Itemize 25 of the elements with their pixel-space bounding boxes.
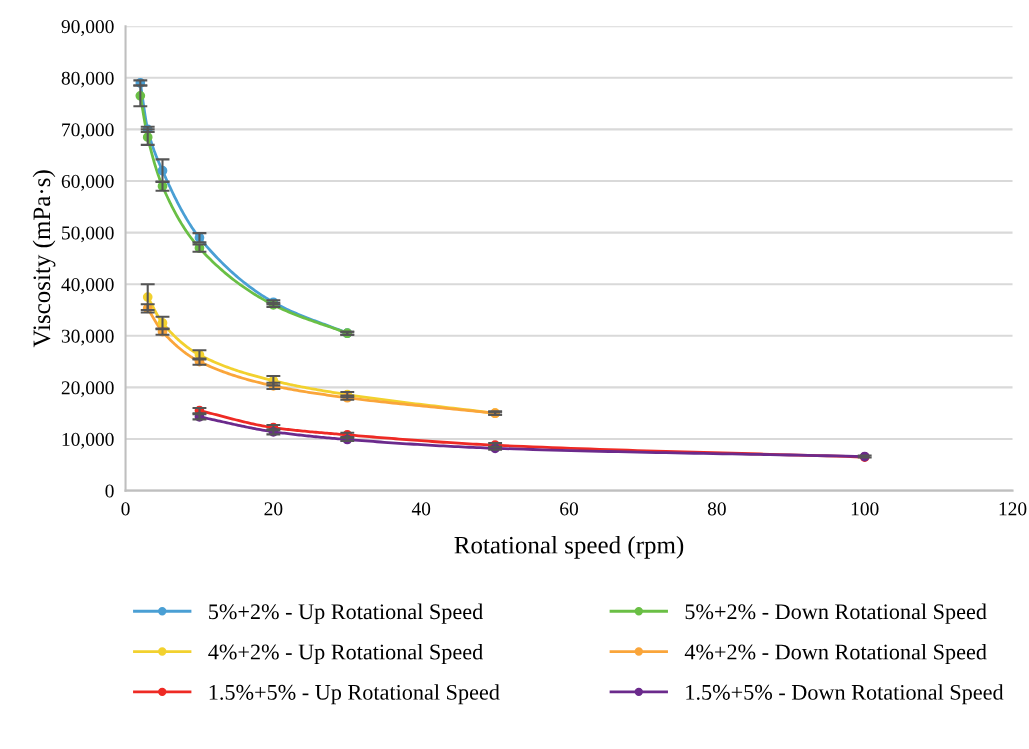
x-axis-title: Rotational speed (rpm) <box>454 536 684 559</box>
x-tick-label: 120 <box>999 502 1027 516</box>
legend-label: 5%+2% - Up Rotational Speed <box>209 603 483 624</box>
y-tick-label: 40,000 <box>61 278 114 294</box>
x-tick-label: 0 <box>121 502 130 516</box>
x-tick-label: 40 <box>411 502 431 516</box>
x-tick-label: 100 <box>851 502 879 516</box>
x-tick-label: 20 <box>264 502 283 516</box>
x-tick-label: 80 <box>707 502 726 516</box>
y-tick-label: 70,000 <box>62 123 114 140</box>
y-tick-label: 10,000 <box>62 432 114 449</box>
y-tick-label: 0 <box>105 484 114 498</box>
legend-label: 5%+2% - Down Rotational Speed <box>685 603 987 624</box>
legend-label: 1.5%+5% - Down Rotational Speed <box>686 684 1004 705</box>
y-tick-label: 60,000 <box>61 174 114 191</box>
legend-label: 4%+2% - Down Rotational Speed <box>684 643 987 665</box>
legend-label: 1.5%+5% - Up Rotational Speed <box>209 684 500 705</box>
x-tick-label: 60 <box>560 502 579 516</box>
y-tick-label: 30,000 <box>61 329 114 346</box>
legend-label: 4%+2% - Up Rotational Speed <box>208 643 483 665</box>
y-tick-label: 80,000 <box>61 71 114 88</box>
y-tick-label: 50,000 <box>62 226 114 243</box>
y-tick-label: 20,000 <box>61 381 114 398</box>
y-axis-title: Viscosity (mPa·s) <box>32 170 56 348</box>
y-tick-label: 90,000 <box>61 20 114 36</box>
